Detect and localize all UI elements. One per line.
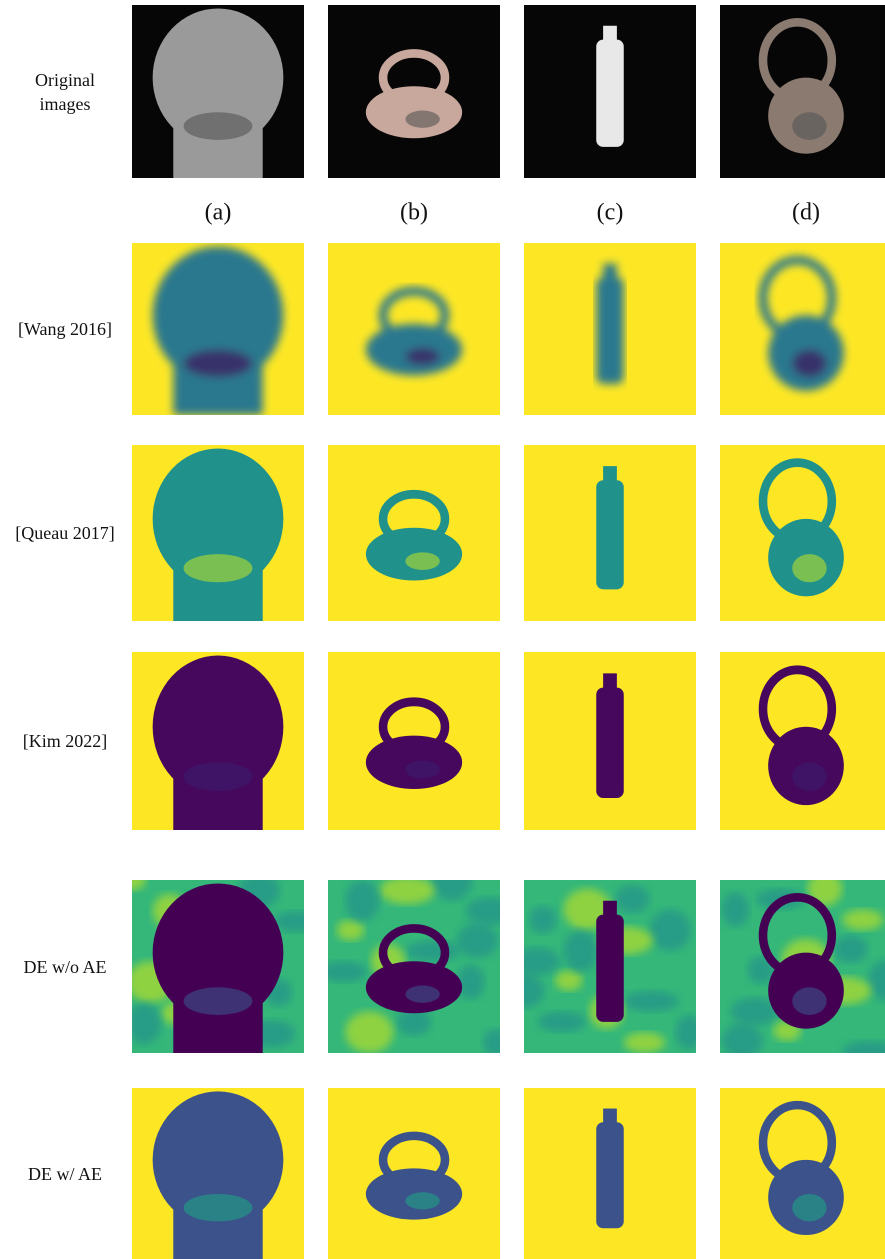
row-label: Original images	[20, 68, 110, 116]
result-image	[328, 445, 500, 621]
result-image	[132, 445, 304, 621]
result-image	[328, 652, 500, 830]
result-image	[524, 652, 696, 830]
result-image	[524, 1088, 696, 1259]
result-image	[132, 652, 304, 830]
result-image	[720, 243, 885, 415]
column-label: (a)	[132, 200, 304, 227]
row-label: DE w/o AE	[0, 955, 130, 979]
row-label: [Wang 2016]	[0, 317, 130, 341]
figure: Original images [Wang 2016] [Queau 2017] [K…	[0, 0, 885, 1259]
result-image	[524, 243, 696, 415]
result-image	[524, 5, 696, 178]
result-image	[132, 5, 304, 178]
column-label: (b)	[328, 200, 500, 227]
result-image	[328, 880, 500, 1053]
result-image	[328, 243, 500, 415]
result-image	[132, 880, 304, 1053]
result-image	[720, 652, 885, 830]
result-image	[720, 445, 885, 621]
result-image	[524, 445, 696, 621]
result-image	[524, 880, 696, 1053]
result-image	[132, 243, 304, 415]
row-label: DE w/ AE	[0, 1162, 130, 1186]
result-image	[328, 1088, 500, 1259]
column-label: (d)	[720, 200, 885, 227]
result-image	[720, 880, 885, 1053]
result-image	[328, 5, 500, 178]
column-label: (c)	[524, 200, 696, 227]
row-label: [Queau 2017]	[0, 521, 130, 545]
result-image	[720, 5, 885, 178]
result-image	[132, 1088, 304, 1259]
result-image	[720, 1088, 885, 1259]
row-label: [Kim 2022]	[0, 729, 130, 753]
